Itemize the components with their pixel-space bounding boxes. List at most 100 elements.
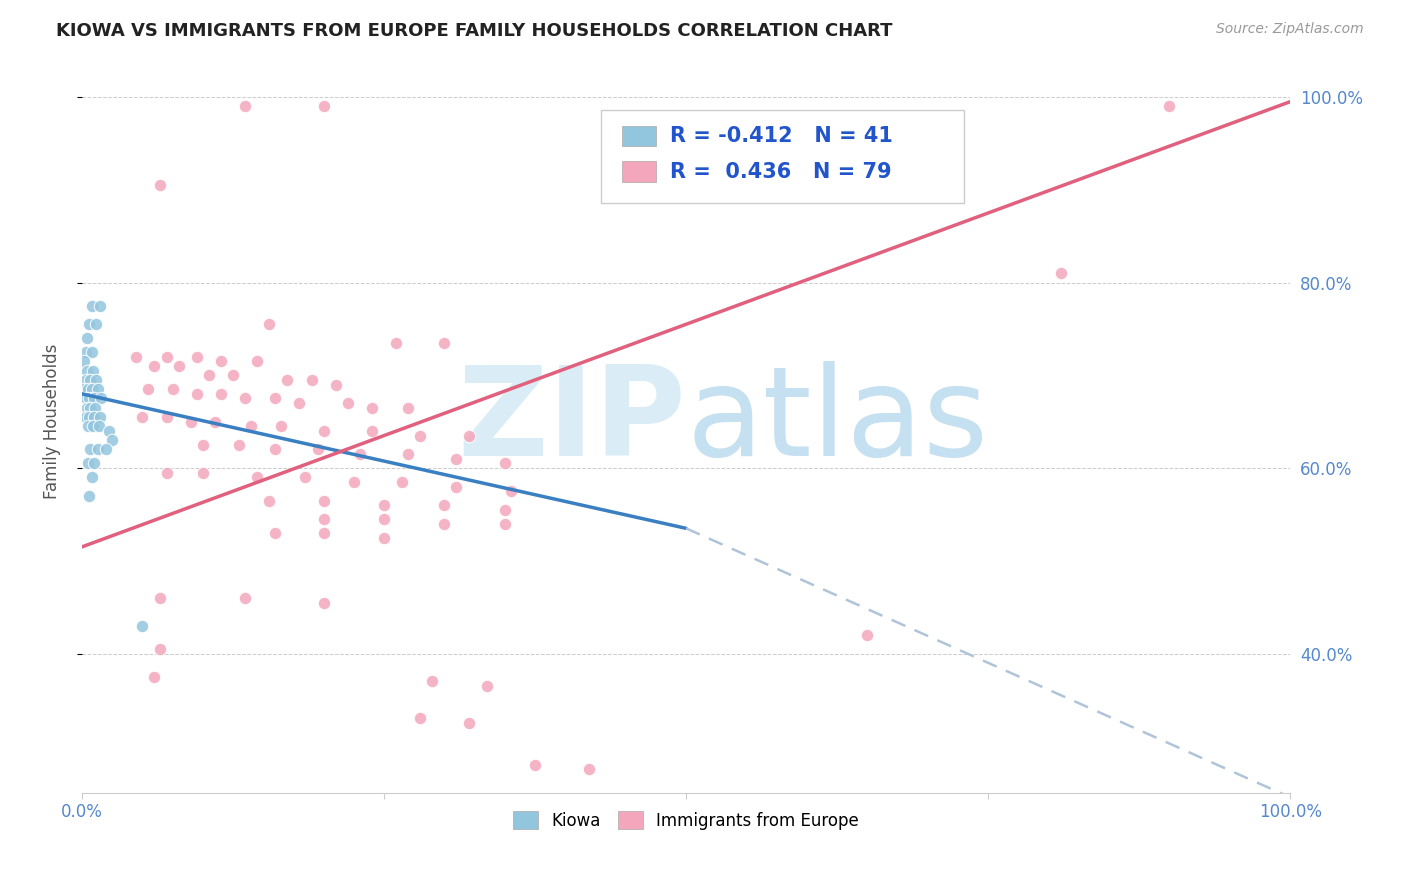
Point [343, 475, 366, 489]
Text: atlas: atlas [686, 361, 988, 483]
Point [257, 493, 280, 508]
Point [77, 457, 100, 471]
Point [233, 392, 256, 406]
Point [80, 299, 103, 313]
Text: R = -0.412   N = 41: R = -0.412 N = 41 [671, 126, 893, 146]
Point [204, 415, 226, 429]
Point [86, 373, 108, 387]
Point [77, 392, 100, 406]
Point [80, 470, 103, 484]
Point [73, 354, 96, 368]
Point [209, 387, 232, 401]
Point [75, 392, 97, 406]
Point [446, 480, 468, 494]
Point [264, 442, 287, 457]
Point [396, 401, 419, 415]
Point [264, 525, 287, 540]
Point [162, 382, 184, 396]
Point [83, 410, 105, 425]
Point [77, 410, 100, 425]
Bar [621, 126, 655, 146]
Point [83, 392, 105, 406]
Point [77, 318, 100, 332]
Point [246, 354, 269, 368]
Point [149, 591, 172, 605]
Point [373, 498, 395, 512]
Point [276, 373, 298, 387]
Point [494, 457, 516, 471]
Point [101, 434, 124, 448]
Point [222, 368, 245, 383]
Point [155, 466, 177, 480]
Point [312, 512, 335, 526]
Text: Source: ZipAtlas.com: Source: ZipAtlas.com [1216, 22, 1364, 37]
Point [1159, 99, 1181, 113]
Point [288, 396, 311, 410]
Point [494, 516, 516, 531]
Point [312, 595, 335, 609]
Point [475, 679, 498, 693]
Text: ZIP: ZIP [457, 361, 686, 483]
Point [228, 438, 250, 452]
Point [75, 373, 97, 387]
Point [264, 392, 287, 406]
Point [80, 382, 103, 396]
Point [80, 345, 103, 359]
Point [86, 382, 108, 396]
Point [294, 470, 316, 484]
Point [167, 359, 190, 373]
Point [457, 428, 479, 442]
Point [361, 401, 384, 415]
Point [82, 364, 104, 378]
Point [198, 368, 221, 383]
Bar [621, 161, 655, 182]
Legend: Kiowa, Immigrants from Europe: Kiowa, Immigrants from Europe [506, 805, 866, 837]
Point [87, 419, 110, 434]
Point [143, 359, 166, 373]
Point [240, 419, 263, 434]
Point [373, 531, 395, 545]
Point [307, 442, 329, 457]
FancyBboxPatch shape [602, 110, 965, 202]
Point [457, 716, 479, 731]
Point [84, 401, 107, 415]
Point [198, 855, 221, 870]
Point [494, 502, 516, 516]
Point [138, 382, 160, 396]
Point [312, 493, 335, 508]
Point [131, 618, 153, 632]
Point [155, 410, 177, 425]
Point [246, 470, 269, 484]
Text: R =  0.436   N = 79: R = 0.436 N = 79 [671, 161, 891, 182]
Point [312, 424, 335, 438]
Point [75, 410, 97, 425]
Point [856, 628, 879, 642]
Point [373, 512, 395, 526]
Point [396, 447, 419, 461]
Point [125, 350, 148, 364]
Point [77, 489, 100, 503]
Point [76, 331, 98, 345]
Point [409, 428, 432, 442]
Point [149, 641, 172, 656]
Point [180, 415, 202, 429]
Point [191, 466, 214, 480]
Point [499, 484, 522, 499]
Point [409, 711, 432, 725]
Point [433, 335, 456, 350]
Point [578, 763, 600, 777]
Point [75, 345, 97, 359]
Point [420, 674, 443, 689]
Point [90, 392, 112, 406]
Point [155, 350, 177, 364]
Point [97, 424, 120, 438]
Point [349, 447, 371, 461]
Point [257, 318, 280, 332]
Point [86, 442, 108, 457]
Point [325, 377, 347, 392]
Point [131, 410, 153, 425]
Point [233, 99, 256, 113]
Y-axis label: Family Households: Family Households [44, 344, 60, 500]
Point [301, 373, 323, 387]
Point [524, 757, 547, 772]
